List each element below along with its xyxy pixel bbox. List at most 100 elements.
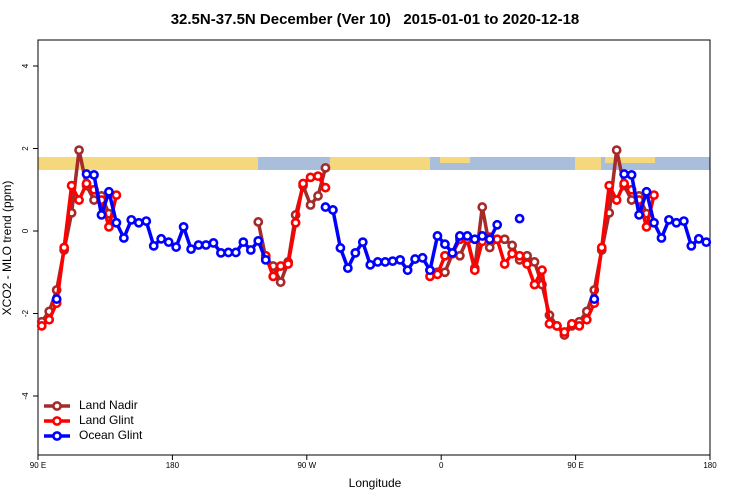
data-point [208, 238, 219, 248]
data-point [664, 214, 674, 225]
data-point [611, 145, 622, 156]
data-point [514, 250, 525, 261]
data-point [537, 265, 547, 276]
x-tick-label: 180 [166, 461, 180, 470]
data-point [440, 239, 450, 250]
data-point [59, 242, 70, 253]
data-point [402, 265, 413, 276]
data-point [522, 259, 532, 269]
data-point [178, 221, 189, 232]
data-point [440, 267, 450, 278]
data-point [290, 217, 301, 228]
data-point [275, 261, 286, 271]
y-axis-label: XCO2 - MLO trend (ppm) [0, 181, 14, 316]
y-tick-label: 2 [21, 146, 30, 151]
data-point [566, 318, 577, 329]
data-point [454, 250, 465, 261]
chart-title: 32.5N-37.5N December (Ver 10) 2015-01-01… [171, 11, 580, 28]
land-ocean-band [38, 157, 710, 170]
data-point [81, 178, 92, 189]
data-point [313, 171, 323, 182]
x-tick-label: 90 W [297, 461, 316, 470]
data-point [641, 221, 652, 232]
data-point [342, 263, 353, 274]
data-point [36, 320, 47, 331]
data-point [649, 217, 659, 228]
data-point [507, 248, 518, 259]
data-point [245, 245, 256, 255]
data-point [372, 257, 383, 267]
data-point [596, 242, 607, 253]
data-point [193, 240, 204, 250]
land-band [440, 157, 470, 163]
data-point [522, 250, 532, 261]
data-point [454, 231, 465, 241]
data-point [350, 247, 361, 258]
data-point [89, 169, 99, 180]
data-point [320, 182, 331, 193]
data-point [634, 210, 644, 220]
data-point [425, 265, 435, 276]
data-point [238, 237, 249, 248]
x-tick-label: 180 [703, 461, 717, 470]
data-point [380, 257, 391, 267]
data-point [126, 214, 137, 225]
data-point [552, 320, 562, 331]
data-point [671, 217, 682, 228]
data-point [574, 320, 585, 331]
data-point [447, 247, 458, 258]
y-tick-label: -2 [21, 309, 30, 317]
data-point [141, 216, 152, 226]
data-point [656, 233, 667, 243]
land-band [575, 157, 601, 170]
data-point [357, 237, 368, 248]
data-point [477, 231, 488, 241]
data-point [186, 244, 196, 255]
x-tick-label: 90 E [567, 461, 583, 470]
data-point [469, 265, 480, 276]
data-point [440, 250, 450, 261]
data-point [268, 271, 279, 282]
land-band [38, 157, 258, 170]
data-point [111, 217, 122, 228]
data-point [111, 190, 122, 201]
data-point [133, 217, 144, 228]
series [51, 169, 712, 304]
data-point [44, 314, 55, 325]
data-point [417, 252, 428, 263]
data-point [81, 169, 92, 179]
x-axis-label: Longitude [349, 476, 402, 490]
legend-label: Land Nadir [79, 398, 138, 412]
plot-frame [37, 39, 711, 456]
data-point [581, 314, 592, 325]
data-point [604, 180, 615, 191]
data-point [544, 318, 555, 329]
data-point [619, 169, 630, 179]
y-tick-label: 0 [21, 228, 30, 233]
land-band [330, 157, 430, 170]
data-point [693, 233, 704, 244]
data-point [118, 233, 129, 243]
legend-label: Land Glint [79, 413, 134, 427]
data-point [283, 259, 294, 269]
data-point [432, 231, 443, 241]
data-point [626, 169, 637, 180]
data-point [507, 240, 518, 251]
data-point [484, 234, 495, 245]
data-point [499, 259, 510, 269]
y-tick-label: -4 [21, 392, 30, 400]
data-point [96, 210, 107, 220]
data-point [499, 234, 510, 245]
x-tick-label: 0 [439, 461, 444, 470]
data-point [313, 191, 323, 201]
data-point [619, 178, 630, 189]
data-point [678, 216, 689, 226]
data-point [253, 235, 264, 246]
data-point [163, 237, 174, 248]
y-tick-label: 4 [21, 63, 30, 68]
legend-marker [52, 401, 62, 411]
data-point [253, 217, 264, 227]
